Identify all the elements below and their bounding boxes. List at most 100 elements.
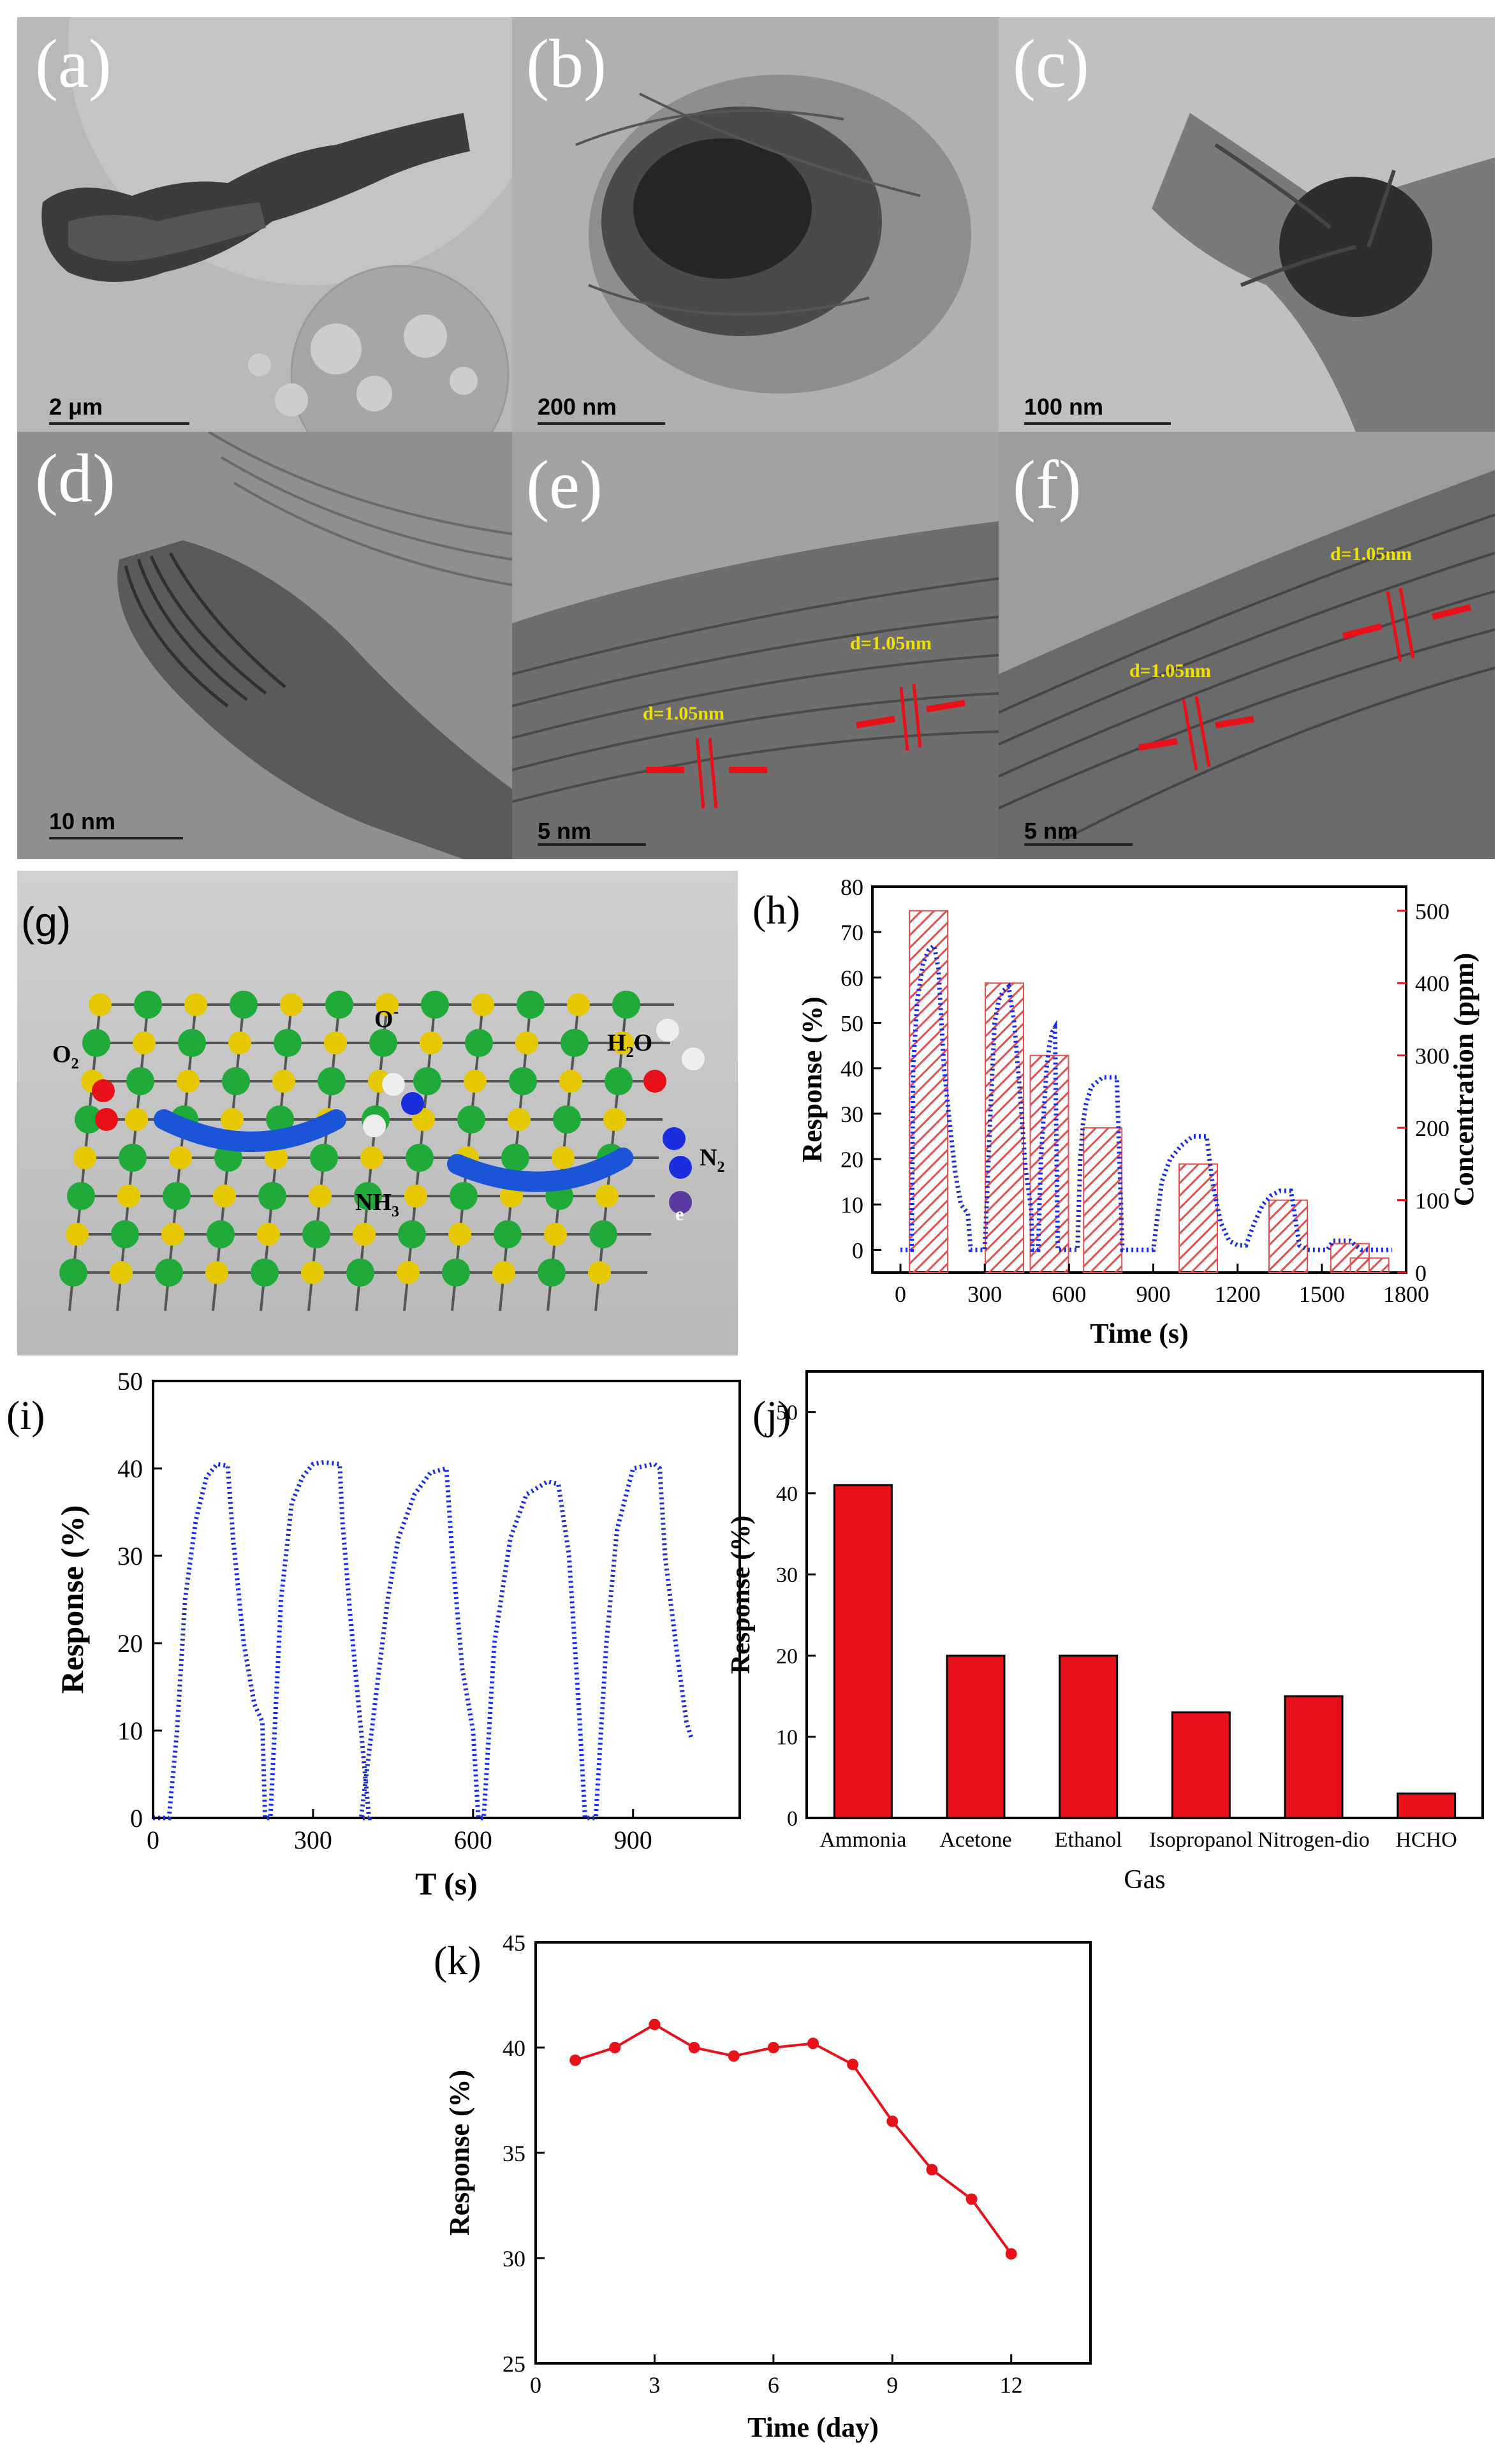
category-label-j: Ammonia — [819, 1828, 906, 1852]
yellow-atom — [272, 1070, 295, 1093]
green-atom — [207, 1220, 235, 1248]
green-atom — [369, 1029, 397, 1057]
h2o-label: H2O — [607, 1030, 652, 1061]
yellow-atom — [515, 1031, 538, 1054]
x-axis-title-h: Time (s) — [1090, 1318, 1188, 1349]
green-atom — [398, 1220, 426, 1248]
x-tick-label-h: 1500 — [1299, 1281, 1345, 1307]
green-atom — [59, 1259, 87, 1287]
green-atom — [509, 1067, 537, 1095]
concentration-bar — [1178, 1163, 1219, 1274]
y-tick-label-i: 40 — [117, 1454, 143, 1483]
panel-label-d: (d) — [35, 441, 115, 517]
y-tick-label-h: 80 — [840, 875, 863, 900]
panel-label-a: (a) — [35, 26, 112, 102]
x-tick-label-k: 6 — [768, 2372, 779, 2398]
x-tick-label-i: 600 — [454, 1826, 492, 1854]
x-tick-label-k: 0 — [530, 2372, 541, 2398]
y-tick-label-i: 50 — [117, 1367, 143, 1396]
green-atom — [612, 991, 640, 1019]
y-tick-label-i: 10 — [117, 1717, 143, 1745]
tem-panel-e: (e) d=1.05nm d=1.05nm 5 nm — [512, 432, 999, 859]
yellow-atom — [213, 1185, 236, 1208]
data-point-k — [1005, 2248, 1017, 2260]
yellow-atom — [397, 1261, 420, 1284]
green-atom — [310, 1144, 338, 1172]
molecule-atom — [656, 1019, 679, 1042]
green-atom — [266, 1105, 294, 1134]
molecule-atom — [663, 1127, 686, 1150]
gas-bar — [1059, 1654, 1119, 1819]
green-atom — [501, 1144, 529, 1172]
panel-label-b: (b) — [526, 26, 606, 102]
category-label-j: Nitrogen-dio — [1258, 1828, 1370, 1852]
x-tick-label-h: 0 — [895, 1281, 906, 1307]
y-tick-label-h: 20 — [840, 1147, 863, 1172]
green-atom — [134, 991, 162, 1019]
scale-label-f: 5 nm — [1024, 818, 1078, 844]
green-atom — [494, 1220, 522, 1248]
yellow-atom — [184, 993, 207, 1016]
yellow-atom — [559, 1070, 582, 1093]
concentration-bar — [1083, 1127, 1123, 1274]
o2-label: O2 — [52, 1041, 79, 1072]
plot-frame-h — [871, 885, 1407, 1274]
data-point-k — [688, 2042, 700, 2053]
category-label-j: HCHO — [1395, 1828, 1457, 1852]
yellow-atom — [353, 1223, 376, 1246]
yellow-atom — [133, 1031, 156, 1054]
yellow-atom — [161, 1223, 184, 1246]
y-tick-label-h: 60 — [840, 965, 863, 991]
green-atom — [111, 1220, 139, 1248]
x-tick-label-h: 600 — [1052, 1281, 1086, 1307]
tem-panel-b: (b) 200 nm — [512, 17, 999, 432]
green-atom — [413, 1067, 441, 1095]
green-atom — [302, 1220, 330, 1248]
panel-label-e: (e) — [526, 447, 603, 523]
scale-label-b: 200 nm — [538, 394, 617, 420]
green-atom — [251, 1259, 279, 1287]
y-tick-label-j: 20 — [776, 1644, 798, 1668]
y-tick-label-i: 30 — [117, 1542, 143, 1570]
gas-bar — [833, 1484, 893, 1819]
green-atom — [325, 991, 353, 1019]
scale-label-e: 5 nm — [538, 818, 592, 844]
yellow-atom — [420, 1031, 443, 1054]
yellow-atom — [125, 1108, 148, 1131]
y-tick-label-i: 0 — [130, 1804, 143, 1833]
gas-bar — [1284, 1695, 1344, 1819]
x-axis-title-j: Gas — [1124, 1865, 1165, 1894]
y-tick-label-h: 70 — [840, 920, 863, 945]
yellow-atom — [611, 1031, 634, 1054]
response-line-k — [575, 2023, 1013, 2255]
plot-frame-i — [152, 1380, 741, 1819]
y-right-tick-label-h: 0 — [1415, 1260, 1427, 1286]
spacing-label-e1: d=1.05nm — [643, 703, 724, 724]
tem-image-d — [17, 432, 512, 859]
yellow-atom — [603, 1108, 626, 1131]
y-axis-title-i: Response (%) — [54, 1505, 90, 1694]
plot-frame-j — [805, 1370, 1484, 1819]
gas-bar — [946, 1654, 1006, 1819]
green-atom — [163, 1182, 191, 1210]
y-right-axis-title-h: Concentration (ppm) — [1448, 953, 1479, 1206]
data-point-k — [807, 2037, 819, 2049]
y-tick-label-j: 40 — [776, 1482, 798, 1506]
yellow-atom — [66, 1223, 89, 1246]
green-atom — [155, 1259, 183, 1287]
molecule-atom — [363, 1114, 386, 1137]
spacing-label-f2: d=1.05nm — [1330, 543, 1412, 565]
molecule-atom — [669, 1156, 692, 1179]
y-right-tick-label-h: 500 — [1415, 899, 1450, 924]
category-label-j: Ethanol — [1055, 1828, 1122, 1852]
x-axis-title-i: T (s) — [415, 1866, 478, 1902]
gas-bar — [1171, 1711, 1231, 1819]
spacing-label-e2: d=1.05nm — [850, 633, 932, 654]
green-atom — [517, 991, 545, 1019]
x-tick-label-i: 0 — [147, 1826, 159, 1854]
tem-image-b — [512, 17, 999, 432]
yellow-atom — [471, 993, 494, 1016]
green-atom — [354, 1182, 382, 1210]
yellow-atom — [448, 1223, 471, 1246]
yellow-atom — [376, 993, 399, 1016]
